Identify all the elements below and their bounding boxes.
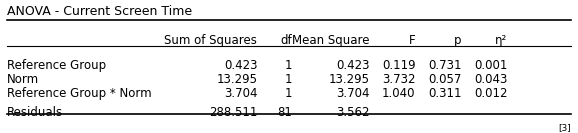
Text: 1.040: 1.040: [382, 87, 416, 100]
Text: 288.511: 288.511: [209, 106, 257, 119]
Text: 0.423: 0.423: [336, 59, 369, 72]
Text: F: F: [409, 34, 416, 47]
Text: 3.562: 3.562: [336, 106, 369, 119]
Text: 13.295: 13.295: [216, 73, 257, 86]
Text: Reference Group: Reference Group: [7, 59, 106, 72]
Text: 0.119: 0.119: [382, 59, 416, 72]
Text: Sum of Squares: Sum of Squares: [165, 34, 257, 47]
Text: 0.311: 0.311: [428, 87, 462, 100]
Text: 13.295: 13.295: [328, 73, 369, 86]
Text: 1: 1: [284, 73, 292, 86]
Text: 1: 1: [284, 59, 292, 72]
Text: 0.731: 0.731: [428, 59, 462, 72]
Text: η²: η²: [495, 34, 507, 47]
Text: Residuals: Residuals: [7, 106, 63, 119]
Text: Norm: Norm: [7, 73, 39, 86]
Text: [3]: [3]: [558, 123, 571, 132]
Text: 3.704: 3.704: [336, 87, 369, 100]
Text: 3.732: 3.732: [382, 73, 416, 86]
Text: 0.057: 0.057: [428, 73, 462, 86]
Text: 1: 1: [284, 87, 292, 100]
Text: Reference Group * Norm: Reference Group * Norm: [7, 87, 152, 100]
Text: ANOVA - Current Screen Time: ANOVA - Current Screen Time: [7, 5, 192, 18]
Text: p: p: [454, 34, 462, 47]
Text: df: df: [280, 34, 292, 47]
Text: 0.012: 0.012: [474, 87, 507, 100]
Text: Mean Square: Mean Square: [292, 34, 369, 47]
Text: 3.704: 3.704: [224, 87, 257, 100]
Text: 81: 81: [277, 106, 292, 119]
Text: 0.423: 0.423: [224, 59, 257, 72]
Text: 0.043: 0.043: [474, 73, 507, 86]
Text: 0.001: 0.001: [474, 59, 507, 72]
